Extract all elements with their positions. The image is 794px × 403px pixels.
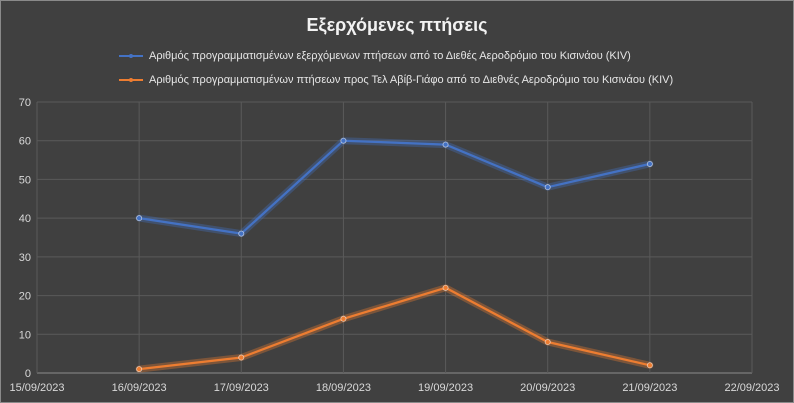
x-tick-label: 16/09/2023	[112, 382, 167, 394]
data-point-series-1	[442, 141, 449, 148]
legend-label-series-2: Αριθμός προγραμματισμένων πτήσεων προς Τ…	[149, 74, 674, 86]
legend-item-series-2: Αριθμός προγραμματισμένων πτήσεων προς Τ…	[119, 68, 673, 92]
y-tick-label: 50	[19, 174, 31, 186]
x-tick-label: 18/09/2023	[316, 382, 371, 394]
series-glow-1	[135, 137, 654, 238]
legend-label-series-1: Αριθμός προγραμματισμένων εξερχόμενων πτ…	[149, 50, 631, 62]
data-point-series-2	[646, 362, 653, 369]
x-tick-label: 17/09/2023	[214, 382, 269, 394]
x-tick-label: 21/09/2023	[622, 382, 677, 394]
data-point-series-2	[544, 339, 551, 346]
data-point-series-2	[340, 315, 347, 322]
data-point-series-2	[238, 354, 245, 361]
y-tick-label: 60	[19, 136, 31, 148]
x-tick-label: 20/09/2023	[520, 382, 575, 394]
x-tick-label: 15/09/2023	[9, 382, 64, 394]
legend-swatch-series-1	[119, 51, 143, 61]
data-point-series-2	[136, 366, 143, 373]
y-tick-label: 70	[19, 97, 31, 109]
y-tick-label: 30	[19, 252, 31, 264]
data-point-series-1	[340, 137, 347, 144]
data-point-series-1	[646, 160, 653, 167]
series-line-1	[137, 139, 652, 235]
chart-title: Εξερχόμενες πτήσεις	[306, 15, 488, 35]
y-tick-label: 20	[19, 291, 31, 303]
series-glow-2	[135, 284, 654, 373]
legend: Αριθμός προγραμματισμένων εξερχόμενων πτ…	[119, 44, 673, 92]
y-tick-label: 0	[25, 368, 31, 380]
series-line-2	[137, 286, 652, 371]
y-tick-label: 10	[19, 329, 31, 341]
legend-swatch-series-2	[119, 75, 143, 85]
data-point-series-1	[136, 215, 143, 222]
x-tick-label: 22/09/2023	[724, 382, 779, 394]
legend-item-series-1: Αριθμός προγραμματισμένων εξερχόμενων πτ…	[119, 44, 673, 68]
data-point-series-1	[544, 184, 551, 191]
x-tick-label: 19/09/2023	[418, 382, 473, 394]
data-point-series-1	[238, 230, 245, 237]
data-point-series-2	[442, 284, 449, 291]
y-tick-label: 40	[19, 213, 31, 225]
